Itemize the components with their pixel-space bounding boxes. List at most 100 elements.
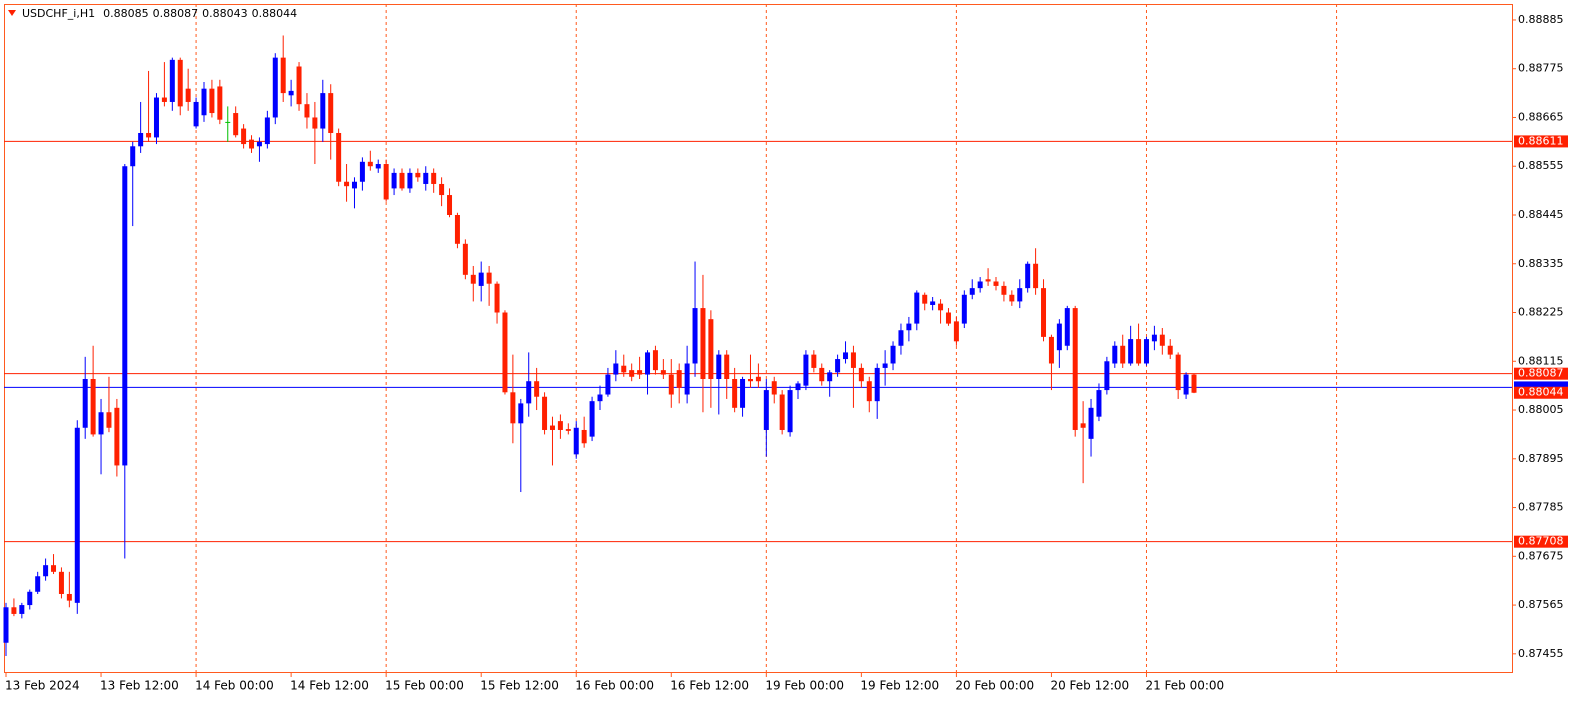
candle-body: [43, 565, 49, 577]
candle-body: [732, 379, 738, 408]
candle-body: [1041, 288, 1047, 337]
candle-body: [264, 117, 270, 145]
candle-body: [621, 365, 627, 373]
candle-body: [185, 88, 191, 102]
candle-body: [225, 121, 231, 123]
candle-body: [19, 605, 25, 614]
candle-body: [708, 319, 714, 380]
candle-body: [969, 288, 975, 295]
candle-body: [922, 294, 928, 304]
candle-body: [90, 379, 96, 435]
candle-body: [256, 141, 262, 147]
candle-body: [1143, 339, 1149, 364]
candle-body: [866, 381, 872, 402]
candle-body: [122, 166, 128, 466]
last-low: 0.88043: [202, 7, 248, 20]
candle-body: [11, 607, 17, 614]
candle-body: [961, 294, 967, 324]
candle-body: [629, 370, 635, 377]
candle-body: [534, 381, 540, 397]
candle-body: [945, 312, 951, 324]
candle-body: [1136, 339, 1142, 364]
candle-body: [209, 88, 215, 114]
price-label-box: [1514, 535, 1568, 548]
candle-body: [953, 321, 959, 342]
candle-body: [470, 274, 476, 284]
candle-body: [771, 381, 777, 395]
candle-body: [494, 283, 500, 313]
candle-body: [304, 104, 310, 118]
candle-body: [763, 390, 769, 430]
candle-body: [447, 195, 453, 215]
price-label: 0.88087: [1518, 367, 1564, 380]
candle-body: [367, 161, 373, 167]
candle-body: [1001, 285, 1007, 295]
candle-body: [906, 323, 912, 331]
chart-header: USDCHF_i,H1 0.88085 0.88087 0.88043 0.88044: [22, 7, 297, 20]
y-tick-label: 0.87565: [1518, 598, 1564, 611]
candle-body: [486, 272, 492, 284]
candle-body: [692, 308, 698, 364]
candle-body: [1033, 263, 1039, 289]
x-tick-label: 20 Feb 12:00: [1050, 679, 1129, 693]
y-tick-label: 0.87675: [1518, 549, 1564, 562]
candle-body: [1064, 308, 1070, 346]
bid-label: 0.88044: [1518, 386, 1564, 399]
candle-body: [843, 352, 849, 360]
x-tick-label: 16 Feb 12:00: [670, 679, 749, 693]
candle-body: [288, 90, 294, 96]
candle-body: [510, 392, 516, 424]
candle-body: [1096, 390, 1102, 417]
candle-body: [700, 308, 706, 380]
y-tick-label: 0.87895: [1518, 452, 1564, 465]
candle-body: [819, 367, 825, 382]
candle-body: [177, 59, 183, 107]
price-label-box: [1514, 367, 1568, 380]
candle-body: [589, 401, 595, 437]
candle-body: [193, 101, 199, 127]
x-tick-label: 21 Feb 00:00: [1145, 679, 1224, 693]
candle-body: [296, 66, 302, 105]
menu-triangle[interactable]: [8, 10, 16, 16]
candle-body: [1159, 334, 1165, 346]
candle-body: [415, 172, 421, 178]
last-close: 0.88044: [252, 7, 298, 20]
candle-body: [217, 86, 223, 120]
y-tick-label: 0.88115: [1518, 354, 1564, 367]
last-high: 0.88087: [153, 7, 199, 20]
candle-body: [1175, 354, 1181, 391]
candle-body: [1128, 339, 1134, 364]
price-lines: [4, 140, 1512, 543]
candle-body: [597, 394, 603, 402]
x-tick-label: 14 Feb 00:00: [195, 679, 274, 693]
x-tick-label: 20 Feb 00:00: [955, 679, 1034, 693]
candle-body: [51, 565, 57, 572]
candle-body: [930, 301, 936, 305]
candle-body: [454, 214, 460, 244]
candle-body: [676, 370, 682, 388]
candle-body: [1112, 345, 1118, 364]
candle-body: [914, 292, 920, 324]
candle-body: [478, 272, 484, 286]
candle-body: [549, 425, 555, 430]
candle-body: [130, 146, 136, 167]
candles: [3, 35, 1197, 657]
x-tick-label: 13 Feb 2024: [5, 679, 80, 693]
candle-body: [423, 172, 429, 184]
candle-body: [249, 139, 255, 149]
candle-body: [518, 403, 524, 424]
candle-body: [35, 576, 41, 592]
candle-body: [359, 161, 365, 182]
candle-body: [724, 354, 730, 380]
plot-frame: [4, 4, 1513, 673]
candle-body: [1104, 361, 1110, 391]
candle-body: [351, 181, 357, 189]
candle-body: [201, 88, 207, 116]
candle-body: [740, 379, 746, 408]
candle-body: [82, 379, 88, 428]
candle-body: [795, 383, 801, 391]
candle-body: [652, 350, 658, 371]
last-open: 0.88085: [103, 7, 149, 20]
candle-body: [1009, 294, 1015, 302]
candle-body: [58, 571, 64, 594]
